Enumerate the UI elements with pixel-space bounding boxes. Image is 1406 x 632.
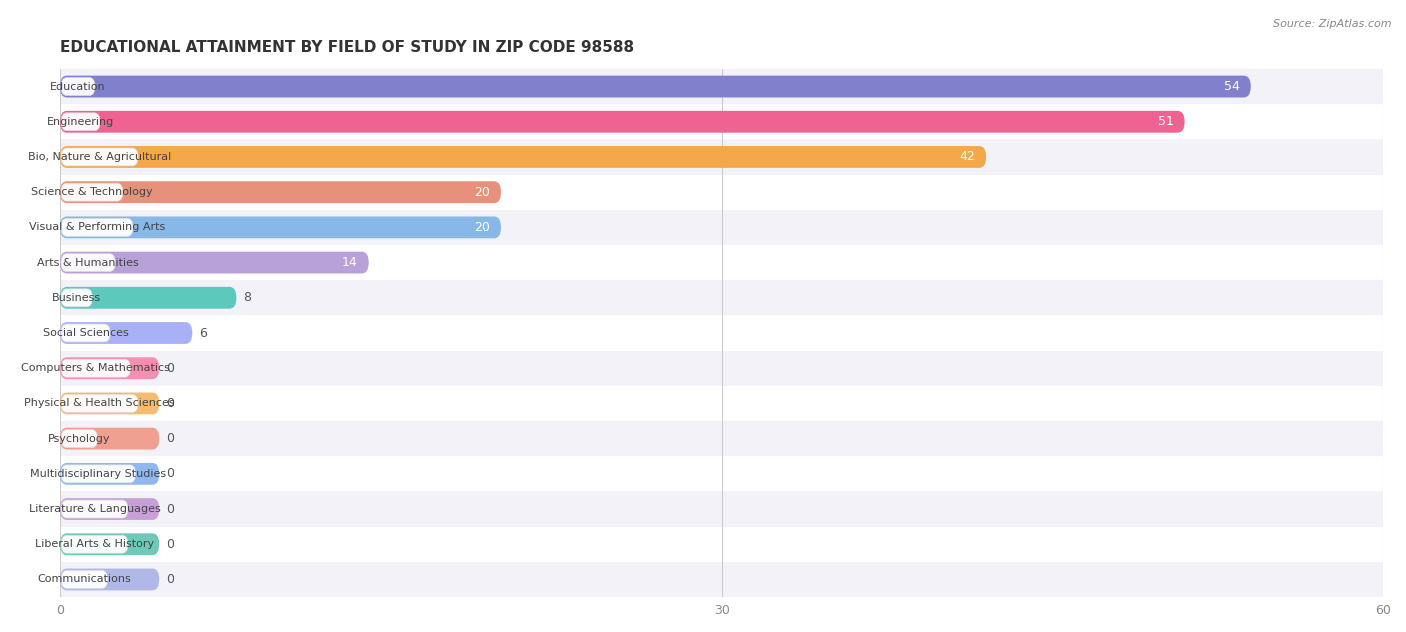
Bar	[60, 562, 1384, 597]
FancyBboxPatch shape	[60, 252, 368, 274]
Text: Liberal Arts & History: Liberal Arts & History	[35, 539, 155, 549]
Text: 6: 6	[198, 327, 207, 339]
FancyBboxPatch shape	[60, 359, 131, 377]
FancyBboxPatch shape	[60, 392, 159, 415]
FancyBboxPatch shape	[60, 148, 138, 166]
FancyBboxPatch shape	[60, 535, 128, 553]
FancyBboxPatch shape	[60, 112, 100, 131]
FancyBboxPatch shape	[60, 498, 159, 520]
Text: 14: 14	[342, 256, 357, 269]
Text: Engineering: Engineering	[46, 117, 114, 127]
Bar	[60, 315, 1384, 351]
Text: Physical & Health Sciences: Physical & Health Sciences	[24, 398, 174, 408]
Bar	[60, 104, 1384, 140]
Text: 0: 0	[166, 397, 174, 410]
Bar	[60, 456, 1384, 492]
Bar	[60, 351, 1384, 386]
Text: 0: 0	[166, 502, 174, 516]
FancyBboxPatch shape	[60, 76, 1251, 97]
Bar	[60, 280, 1384, 315]
Bar	[60, 69, 1384, 104]
FancyBboxPatch shape	[60, 287, 236, 308]
Text: 20: 20	[474, 221, 489, 234]
FancyBboxPatch shape	[60, 219, 134, 236]
Text: 0: 0	[166, 432, 174, 445]
Text: Business: Business	[52, 293, 101, 303]
Text: 0: 0	[166, 362, 174, 375]
Text: 20: 20	[474, 186, 489, 198]
Text: 8: 8	[243, 291, 252, 304]
Text: Source: ZipAtlas.com: Source: ZipAtlas.com	[1274, 19, 1392, 29]
Text: 42: 42	[959, 150, 976, 164]
Text: Science & Technology: Science & Technology	[31, 187, 153, 197]
Text: Multidisciplinary Studies: Multidisciplinary Studies	[30, 469, 166, 479]
Bar	[60, 210, 1384, 245]
FancyBboxPatch shape	[60, 428, 159, 449]
Text: EDUCATIONAL ATTAINMENT BY FIELD OF STUDY IN ZIP CODE 98588: EDUCATIONAL ATTAINMENT BY FIELD OF STUDY…	[60, 40, 634, 55]
Bar	[60, 526, 1384, 562]
Bar	[60, 386, 1384, 421]
FancyBboxPatch shape	[60, 569, 159, 590]
FancyBboxPatch shape	[60, 463, 159, 485]
Text: 0: 0	[166, 467, 174, 480]
Text: 51: 51	[1157, 115, 1174, 128]
FancyBboxPatch shape	[60, 500, 128, 518]
Text: Social Sciences: Social Sciences	[42, 328, 128, 338]
Bar	[60, 174, 1384, 210]
FancyBboxPatch shape	[60, 533, 159, 555]
Bar	[60, 492, 1384, 526]
Text: 0: 0	[166, 573, 174, 586]
Bar	[60, 140, 1384, 174]
Bar	[60, 245, 1384, 280]
FancyBboxPatch shape	[60, 253, 115, 272]
FancyBboxPatch shape	[60, 324, 110, 342]
Text: Communications: Communications	[38, 574, 131, 585]
FancyBboxPatch shape	[60, 322, 193, 344]
FancyBboxPatch shape	[60, 571, 108, 588]
FancyBboxPatch shape	[60, 430, 97, 447]
Text: Education: Education	[51, 82, 105, 92]
Bar	[60, 421, 1384, 456]
FancyBboxPatch shape	[60, 465, 135, 483]
Text: 0: 0	[166, 538, 174, 550]
FancyBboxPatch shape	[60, 111, 1185, 133]
Text: Computers & Mathematics: Computers & Mathematics	[21, 363, 170, 374]
FancyBboxPatch shape	[60, 289, 93, 307]
Text: 54: 54	[1223, 80, 1240, 93]
Text: Visual & Performing Arts: Visual & Performing Arts	[30, 222, 165, 233]
Text: Bio, Nature & Agricultural: Bio, Nature & Agricultural	[28, 152, 172, 162]
FancyBboxPatch shape	[60, 78, 96, 95]
FancyBboxPatch shape	[60, 181, 501, 203]
Text: Literature & Languages: Literature & Languages	[28, 504, 160, 514]
Text: Psychology: Psychology	[48, 434, 111, 444]
FancyBboxPatch shape	[60, 217, 501, 238]
FancyBboxPatch shape	[60, 357, 159, 379]
FancyBboxPatch shape	[60, 183, 122, 201]
FancyBboxPatch shape	[60, 394, 138, 412]
FancyBboxPatch shape	[60, 146, 986, 168]
Text: Arts & Humanities: Arts & Humanities	[38, 258, 139, 267]
